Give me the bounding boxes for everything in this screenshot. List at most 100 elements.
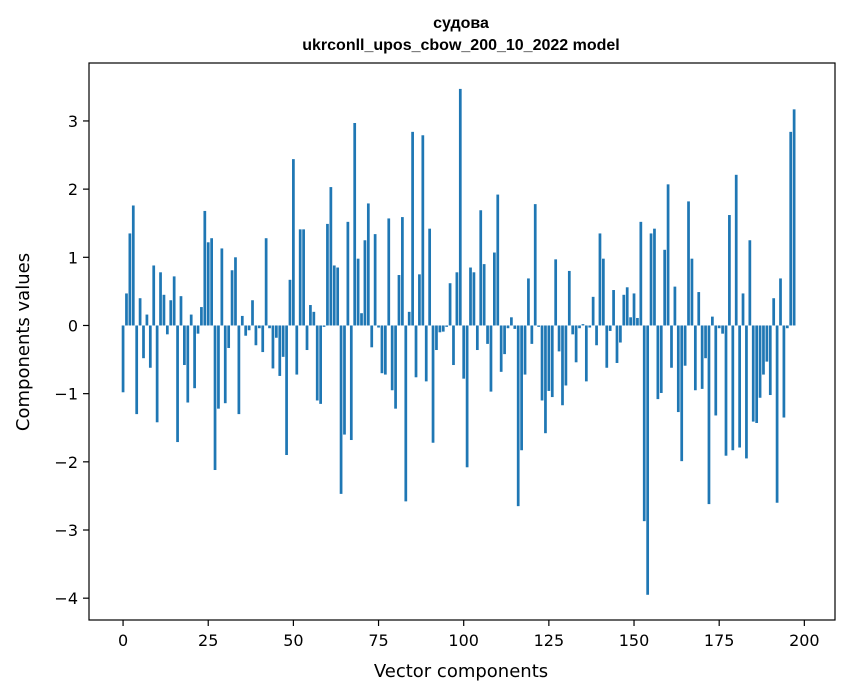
bar-144 xyxy=(612,290,615,326)
bar-82 xyxy=(401,217,404,326)
y-tick-label: 1 xyxy=(68,248,78,267)
bar-67 xyxy=(349,325,353,441)
bar-178 xyxy=(728,215,731,326)
x-tick-label: 0 xyxy=(118,631,128,650)
bar-18 xyxy=(183,325,186,366)
bar-156 xyxy=(653,228,656,326)
bar-105 xyxy=(479,210,483,326)
bar-83 xyxy=(404,325,408,502)
bar-129 xyxy=(561,325,564,406)
bar-114 xyxy=(510,317,513,326)
bar-51 xyxy=(295,325,299,375)
bar-54 xyxy=(305,325,309,351)
x-tick-label: 175 xyxy=(704,631,735,650)
x-tick-label: 25 xyxy=(198,631,218,650)
bar-69 xyxy=(356,258,360,326)
bar-192 xyxy=(775,325,779,503)
x-tick-label: 150 xyxy=(619,631,650,650)
bar-43 xyxy=(268,325,271,329)
bar-38 xyxy=(251,300,254,326)
bar-117 xyxy=(520,325,523,451)
bar-135 xyxy=(581,324,585,326)
bar-111 xyxy=(499,325,503,372)
bar-107 xyxy=(486,325,489,344)
bar-30 xyxy=(223,325,227,404)
y-tick-label: 3 xyxy=(68,112,78,131)
bar-101 xyxy=(465,325,469,468)
bar-131 xyxy=(567,270,571,326)
bar-52 xyxy=(298,229,302,326)
bar-46 xyxy=(278,325,282,376)
bar-23 xyxy=(200,307,203,326)
bar-140 xyxy=(598,233,602,326)
bar-37 xyxy=(247,325,251,331)
bar-66 xyxy=(346,221,350,326)
bar-175 xyxy=(717,325,721,329)
bar-123 xyxy=(540,325,544,401)
bar-158 xyxy=(659,325,663,393)
bar-10 xyxy=(155,325,159,423)
bar-41 xyxy=(261,325,265,353)
bar-153 xyxy=(642,325,646,522)
bar-181 xyxy=(738,325,741,448)
bar-24 xyxy=(203,210,207,326)
bar-97 xyxy=(452,325,455,366)
bar-109 xyxy=(493,252,496,326)
bar-33 xyxy=(234,257,237,326)
bar-70 xyxy=(360,313,363,326)
bar-143 xyxy=(608,325,612,331)
bar-9 xyxy=(152,265,156,326)
bar-132 xyxy=(571,325,575,335)
bar-50 xyxy=(292,159,295,326)
y-tick-label: 0 xyxy=(68,316,78,335)
bar-106 xyxy=(482,264,486,326)
bar-174 xyxy=(714,325,718,416)
bar-124 xyxy=(544,325,547,434)
bar-136 xyxy=(584,325,588,382)
bar-60 xyxy=(326,223,329,326)
bar-56 xyxy=(312,311,316,326)
bar-47 xyxy=(281,325,285,357)
bar-145 xyxy=(615,325,619,363)
bar-92 xyxy=(435,325,438,351)
bar-154 xyxy=(646,325,650,595)
bar-22 xyxy=(196,325,200,334)
bar-25 xyxy=(206,242,210,326)
bar-126 xyxy=(550,325,554,398)
bar-188 xyxy=(762,325,765,375)
bar-21 xyxy=(193,325,196,389)
bar-20 xyxy=(189,314,193,326)
bar-138 xyxy=(591,296,595,326)
bar-75 xyxy=(377,325,380,328)
bar-31 xyxy=(227,325,231,348)
bar-176 xyxy=(721,325,724,334)
bar-112 xyxy=(503,325,506,355)
bar-127 xyxy=(554,259,558,326)
bar-161 xyxy=(670,325,673,368)
x-tick-label: 200 xyxy=(789,631,820,650)
bar-168 xyxy=(693,325,697,391)
bar-103 xyxy=(472,272,476,326)
bar-184 xyxy=(748,240,752,326)
bar-4 xyxy=(135,325,139,415)
bar-162 xyxy=(673,286,677,326)
bar-14 xyxy=(169,300,173,326)
bar-186 xyxy=(755,325,759,423)
y-tick-label: −2 xyxy=(54,453,78,472)
bar-45 xyxy=(274,325,278,338)
bar-48 xyxy=(285,325,288,456)
bar-166 xyxy=(687,201,690,326)
bar-5 xyxy=(138,298,142,326)
y-tick-label: −1 xyxy=(54,385,78,404)
bar-49 xyxy=(288,279,292,326)
bar-93 xyxy=(438,325,442,333)
bar-151 xyxy=(636,317,639,326)
bar-102 xyxy=(469,267,472,326)
bar-86 xyxy=(414,325,418,378)
bar-195 xyxy=(785,325,789,329)
bar-96 xyxy=(448,283,452,326)
bar-1 xyxy=(125,293,128,326)
bar-29 xyxy=(220,248,224,326)
